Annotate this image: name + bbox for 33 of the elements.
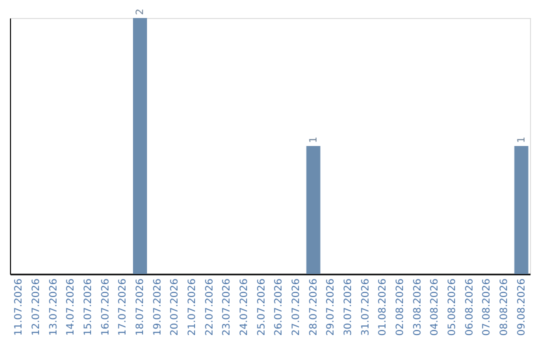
x-tick-label: 02.08.2026 — [395, 278, 406, 336]
x-tick-label: 01.08.2026 — [378, 278, 389, 336]
x-tick-label: 05.08.2026 — [447, 278, 458, 336]
x-tick-label: 06.08.2026 — [464, 278, 476, 336]
x-tick-label: 30.07.2026 — [343, 278, 354, 336]
x-tick-label: 12.07.2026 — [31, 278, 42, 336]
x-tick-label: 08.08.2026 — [499, 278, 510, 336]
x-tick-label: 14.07.2026 — [66, 278, 77, 336]
x-tick-label: 16.07.2026 — [100, 278, 112, 336]
x-tick-label: 04.08.2026 — [430, 278, 441, 336]
x-tick-label: 07.08.2026 — [482, 278, 493, 336]
data-label: 1 — [308, 136, 320, 143]
x-tick-label: 24.07.2026 — [239, 278, 250, 336]
x-tick-label: 20.07.2026 — [170, 278, 181, 336]
data-label: 2 — [135, 8, 146, 15]
x-tick-label: 28.07.2026 — [308, 278, 320, 336]
x-tick-label: 19.07.2026 — [152, 278, 164, 336]
x-tick-label: 03.08.2026 — [412, 278, 424, 336]
x-tick-label: 26.07.2026 — [274, 278, 285, 336]
x-tick-label: 13.07.2026 — [48, 278, 60, 336]
x-tick-label: 29.07.2026 — [326, 278, 337, 336]
x-tick-label: 21.07.2026 — [187, 278, 198, 336]
data-label: 1 — [516, 136, 528, 143]
x-tick-label: 18.07.2026 — [135, 278, 146, 336]
x-tick-label: 22.07.2026 — [204, 278, 216, 336]
x-tick-label: 23.07.2026 — [222, 278, 233, 336]
x-tick-label: 15.07.2026 — [83, 278, 94, 336]
x-tick-label: 31.07.2026 — [360, 278, 372, 336]
x-tick-label: 17.07.2026 — [118, 278, 129, 336]
x-tick-label: 27.07.2026 — [291, 278, 302, 336]
x-tick-label: 25.07.2026 — [256, 278, 268, 336]
x-tick-label: 11.07.2026 — [14, 278, 25, 336]
x-tick-label: 09.08.2026 — [516, 278, 528, 336]
